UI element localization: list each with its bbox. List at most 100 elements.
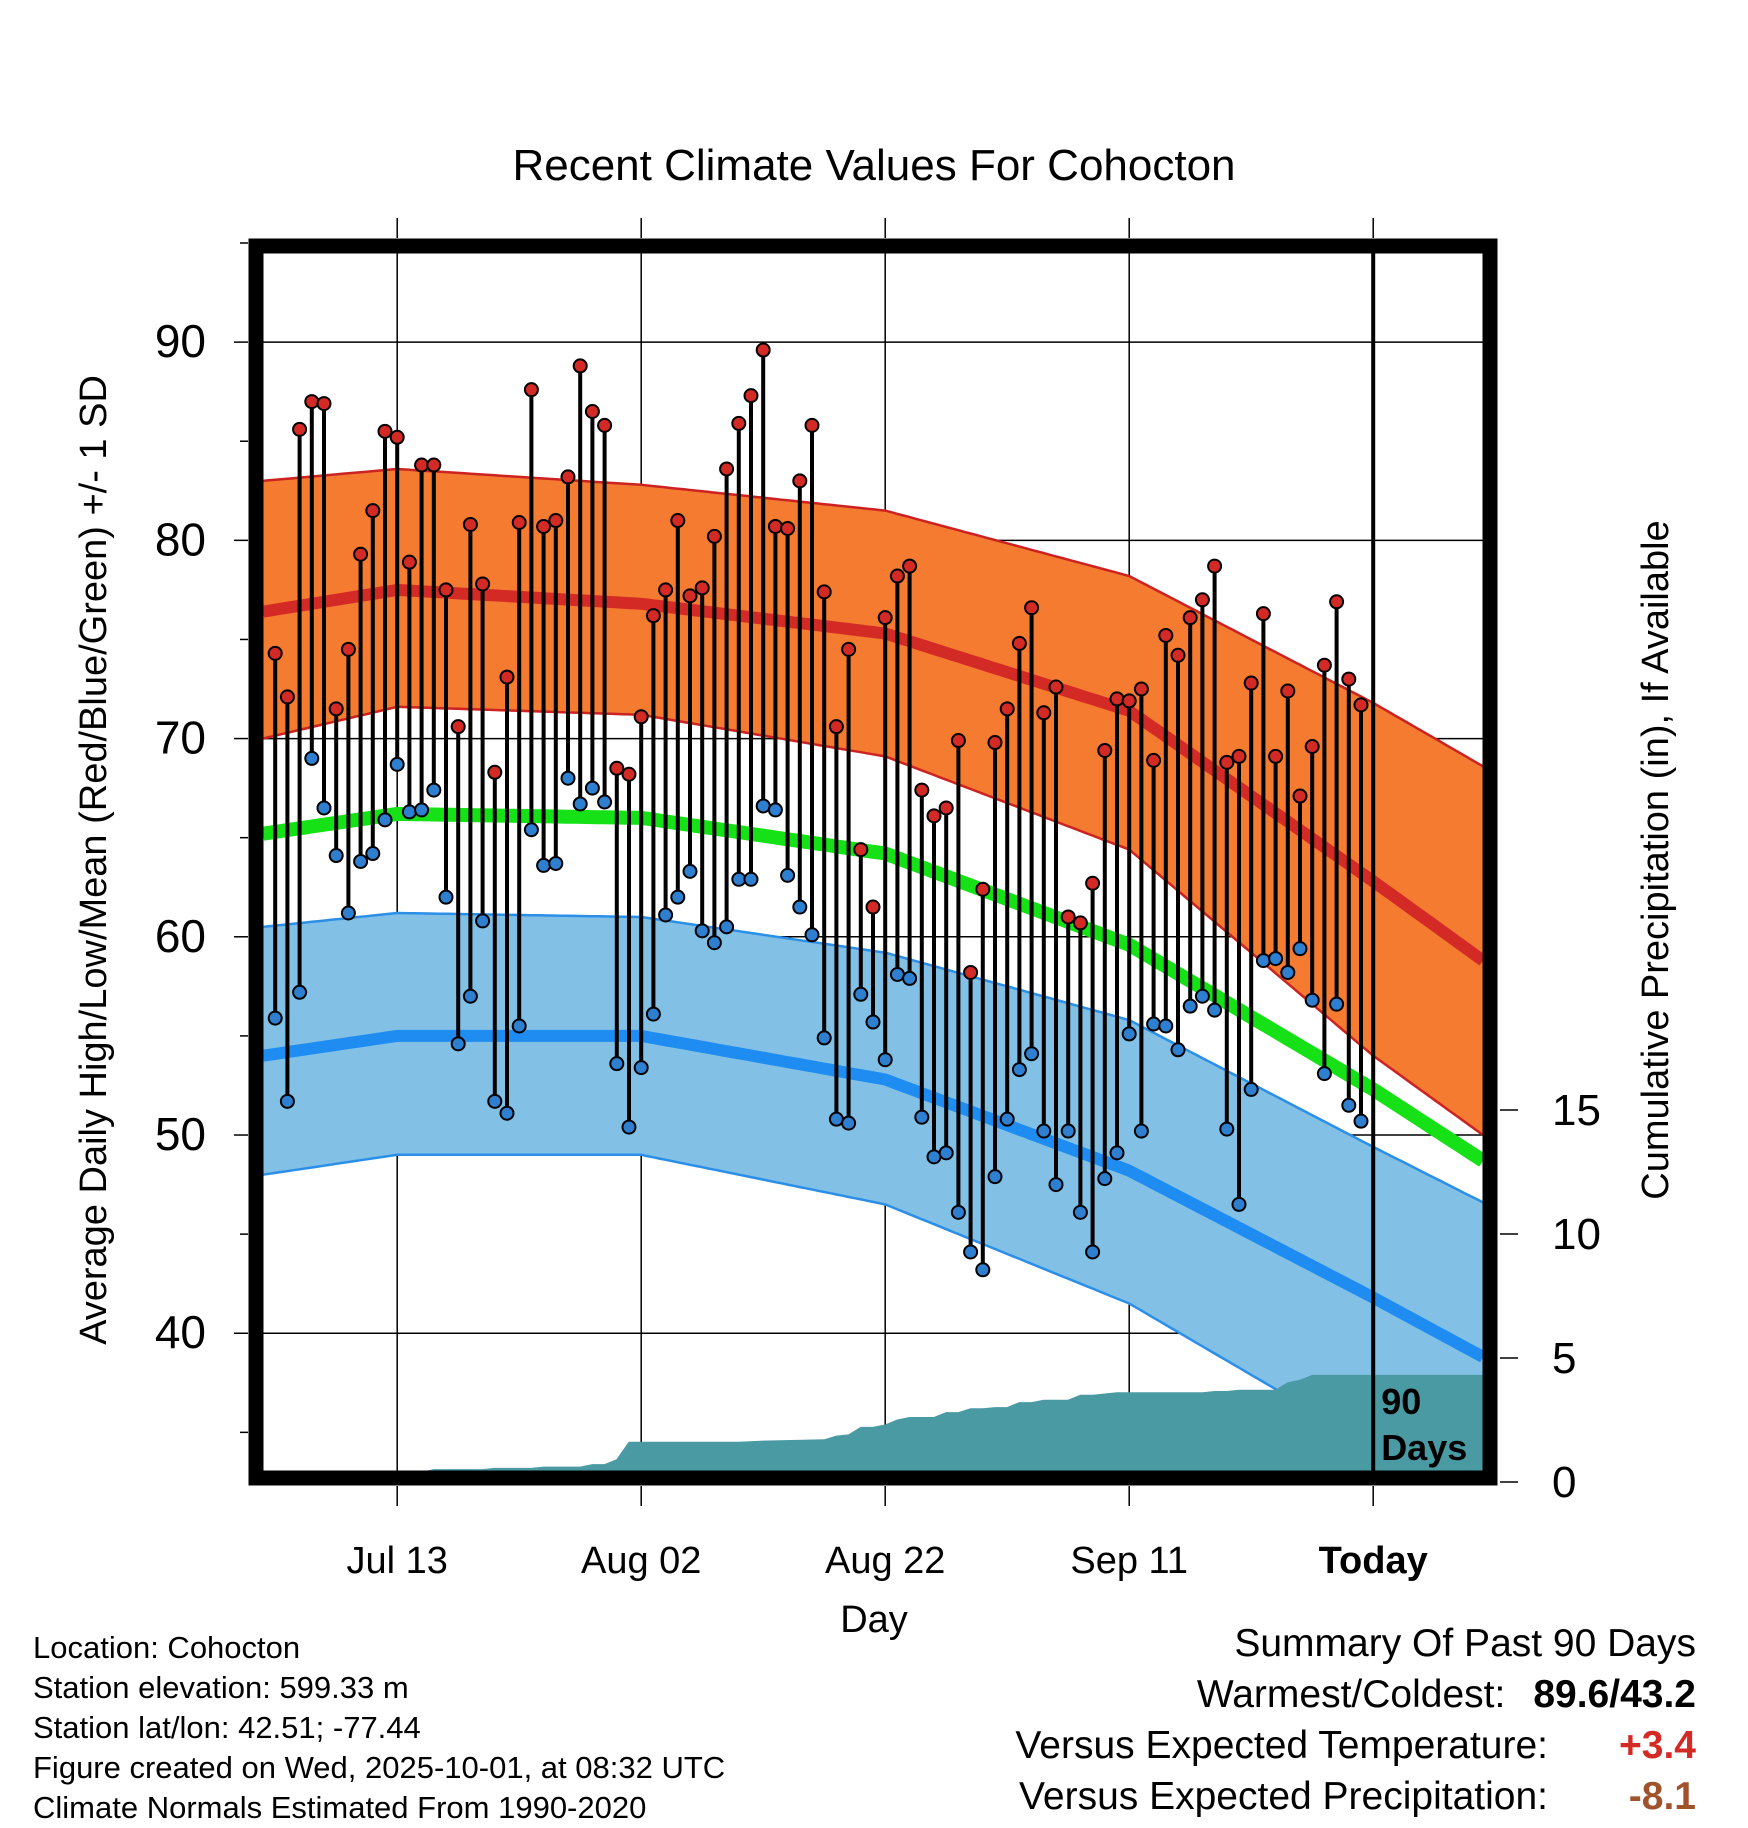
daily-low-point: [426, 782, 442, 798]
y2-tick-label: 10: [1552, 1210, 1601, 1259]
daily-low-point: [719, 919, 735, 935]
daily-low-point: [816, 1030, 832, 1046]
daily-low-point: [548, 855, 564, 871]
marker-label-line: 90: [1381, 1381, 1421, 1422]
daily-high-point: [1097, 742, 1113, 758]
daily-low-point: [584, 780, 600, 796]
y-tick-label: 70: [155, 712, 206, 764]
daily-low-point: [1170, 1042, 1186, 1058]
daily-low-point: [755, 798, 771, 814]
daily-low-point: [694, 923, 710, 939]
station-info: Location: Cohocton Station elevation: 59…: [33, 1628, 725, 1828]
daily-low-point: [365, 846, 381, 862]
info-elevation: Station elevation: 599.33 m: [33, 1670, 409, 1705]
daily-high-point: [426, 457, 442, 473]
daily-high-point: [755, 342, 771, 358]
normal-high-mean-line: [262, 583, 1484, 966]
daily-high-point: [719, 461, 735, 477]
y-tick-label: 40: [155, 1306, 206, 1358]
summary-warm-cold-row: Warmest/Coldest: 89.6/43.2: [1015, 1669, 1696, 1720]
daily-high-point: [889, 568, 905, 584]
daily-high-point: [267, 645, 283, 661]
daily-low-point: [938, 1145, 954, 1161]
warm-cold-label: Warmest/Coldest:: [1196, 1673, 1506, 1716]
daily-high-point: [499, 669, 515, 685]
daily-low-point: [706, 935, 722, 951]
daily-low-point: [889, 966, 905, 982]
precip-area: [419, 1374, 1484, 1472]
y2-axis-label: Cumulative Precipitation (in), If Availa…: [1635, 520, 1677, 1199]
daily-low-point: [292, 984, 308, 1000]
daily-low-point: [1292, 941, 1308, 957]
daily-low-point: [1024, 1046, 1040, 1062]
x-tick-label: Aug 02: [581, 1540, 701, 1582]
y2-tick-label: 0: [1552, 1458, 1576, 1507]
daily-bars: [267, 342, 1369, 1278]
daily-low-point: [523, 822, 539, 838]
temp-label: Versus Expected Temperature:: [1015, 1724, 1548, 1767]
daily-high-point: [1255, 606, 1271, 622]
daily-low-point: [1353, 1113, 1369, 1129]
daily-low-point: [462, 988, 478, 1004]
daily-low-point: [731, 871, 747, 887]
daily-high-point: [609, 760, 625, 776]
daily-high-point: [950, 733, 966, 749]
daily-low-point: [1219, 1121, 1235, 1137]
daily-high-point: [780, 520, 796, 536]
summary-title: Summary Of Past 90 Days: [1234, 1622, 1696, 1665]
daily-low-point: [1268, 951, 1284, 967]
daily-high-point: [853, 842, 869, 858]
daily-high-point: [1024, 600, 1040, 616]
daily-low-point: [963, 1244, 979, 1260]
daily-high-point: [902, 558, 918, 574]
daily-high-point: [1243, 675, 1259, 691]
x-tick-label: Jul 13: [346, 1540, 447, 1582]
daily-low-point: [414, 802, 430, 818]
y2-tick-label: 15: [1552, 1086, 1601, 1135]
daily-high-point: [560, 469, 576, 485]
daily-high-point: [633, 709, 649, 725]
daily-low-point: [1109, 1145, 1125, 1161]
daily-high-point: [597, 417, 613, 433]
daily-low-point: [621, 1119, 637, 1135]
daily-high-point: [999, 701, 1015, 717]
daily-low-point: [987, 1169, 1003, 1185]
daily-low-point: [1146, 1016, 1162, 1032]
daily-low-point: [853, 986, 869, 1002]
daily-high-point: [670, 513, 686, 529]
x-axis-label: Day: [840, 1599, 908, 1641]
daily-low-point: [865, 1014, 881, 1030]
daily-low-point: [767, 802, 783, 818]
daily-low-point: [1085, 1244, 1101, 1260]
daily-low-point: [975, 1262, 991, 1278]
daily-high-point: [1146, 752, 1162, 768]
daily-high-point: [304, 394, 320, 410]
temp-value: +3.4: [1619, 1724, 1696, 1767]
summary-panel: Summary Of Past 90 Days Warmest/Coldest:…: [1015, 1618, 1696, 1822]
daily-low-point: [828, 1111, 844, 1127]
daily-high-point: [1316, 657, 1332, 673]
daily-low-point: [389, 756, 405, 772]
daily-low-point: [1060, 1123, 1076, 1139]
daily-high-point: [1170, 647, 1186, 663]
summary-temp-row: Versus Expected Temperature: +3.4: [1015, 1720, 1696, 1771]
daily-high-point: [536, 518, 552, 534]
daily-low-point: [670, 889, 686, 905]
daily-high-point: [1219, 754, 1235, 770]
daily-low-point: [841, 1115, 857, 1131]
daily-high-point: [584, 403, 600, 419]
daily-high-point: [816, 584, 832, 600]
daily-high-point: [1072, 915, 1088, 931]
daily-low-point: [1194, 988, 1210, 1004]
daily-high-point: [1011, 635, 1027, 651]
warm-cold-value: 89.6/43.2: [1533, 1673, 1696, 1716]
daily-low-point: [279, 1093, 295, 1109]
daily-low-point: [304, 750, 320, 766]
daily-high-point: [621, 766, 637, 782]
daily-low-point: [743, 871, 759, 887]
daily-high-point: [975, 881, 991, 897]
daily-low-point: [926, 1149, 942, 1165]
daily-high-point: [1194, 592, 1210, 608]
daily-high-point: [938, 800, 954, 816]
